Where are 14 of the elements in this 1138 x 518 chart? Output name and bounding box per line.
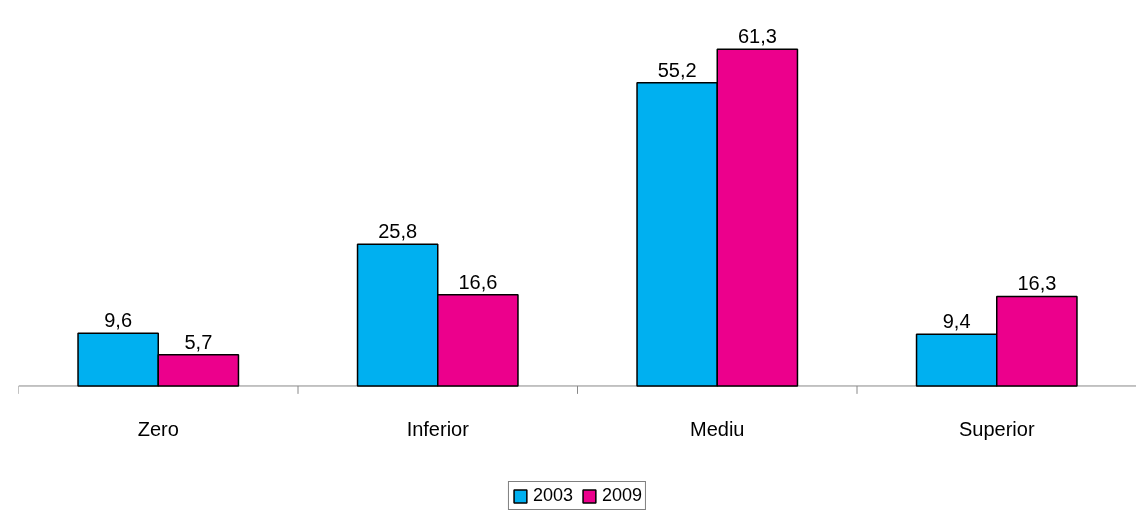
x-tick-label: Zero (137, 418, 179, 441)
data-label: 25,8 (378, 220, 418, 243)
data-label: 16,3 (1017, 272, 1057, 295)
data-label: 5,7 (184, 330, 213, 353)
legend-label: 2003 (532, 485, 573, 506)
x-tick-label: Superior (958, 418, 1035, 441)
data-label: 9,4 (942, 310, 971, 333)
data-label: 61,3 (737, 25, 777, 48)
data-label: 16,6 (458, 270, 498, 293)
x-tick-label: Inferior (406, 418, 470, 441)
x-tick-label: Mediu (690, 418, 745, 441)
legend-label: 2009 (602, 485, 643, 506)
data-label: 55,2 (657, 58, 697, 81)
data-label: 9,6 (104, 309, 133, 332)
